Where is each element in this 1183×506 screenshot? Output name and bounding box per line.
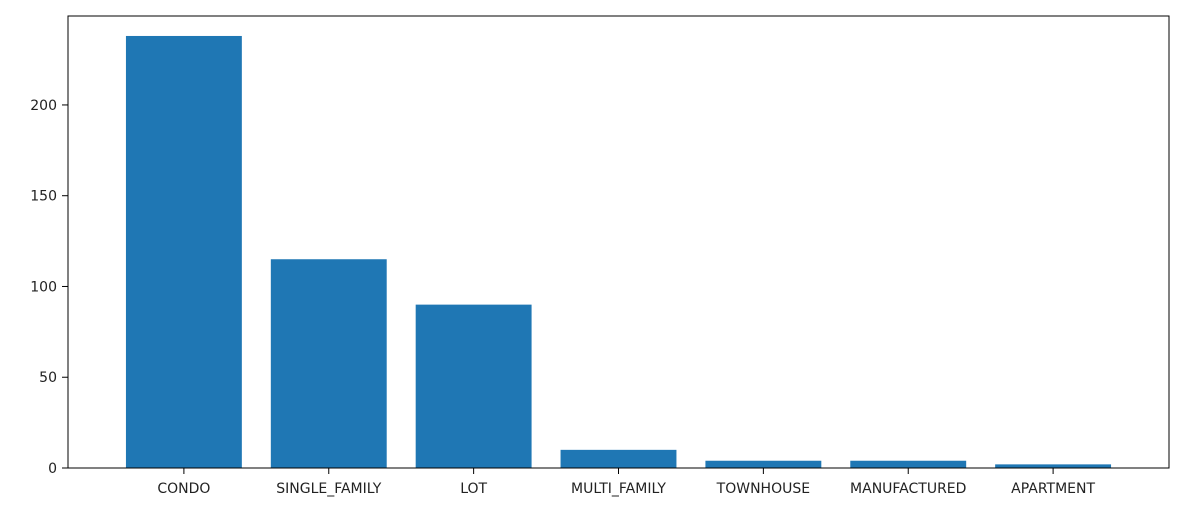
y-axis-ticks: 0 50 100 150 200: [30, 98, 68, 477]
bar-townhouse: [705, 460, 822, 468]
bar-multi-family: [560, 449, 677, 468]
y-tick-label: 50: [39, 370, 57, 386]
x-tick-label: SINGLE_FAMILY: [276, 481, 381, 497]
bar-condo: [125, 35, 242, 469]
x-tick-label: MANUFACTURED: [850, 481, 966, 497]
bar-manufactured: [850, 460, 967, 468]
y-tick-label: 0: [48, 461, 57, 477]
x-tick-label: MULTI_FAMILY: [571, 481, 666, 497]
x-tick-label: TOWNHOUSE: [716, 481, 810, 497]
bars-layer: [125, 35, 1112, 469]
bar-apartment: [995, 464, 1112, 468]
x-tick-label: CONDO: [157, 481, 210, 497]
x-tick-label: LOT: [460, 481, 487, 497]
x-axis-ticks: CONDO SINGLE_FAMILY LOT MULTI_FAMILY TOWNHOU…: [157, 468, 1096, 497]
x-tick-label: APARTMENT: [1011, 481, 1095, 497]
y-tick-label: 100: [30, 279, 57, 295]
bar-lot: [415, 304, 532, 468]
y-tick-label: 200: [30, 98, 57, 114]
y-tick-label: 150: [30, 189, 57, 205]
bar-single-family: [270, 259, 387, 468]
plot-frame: [67, 15, 1170, 469]
